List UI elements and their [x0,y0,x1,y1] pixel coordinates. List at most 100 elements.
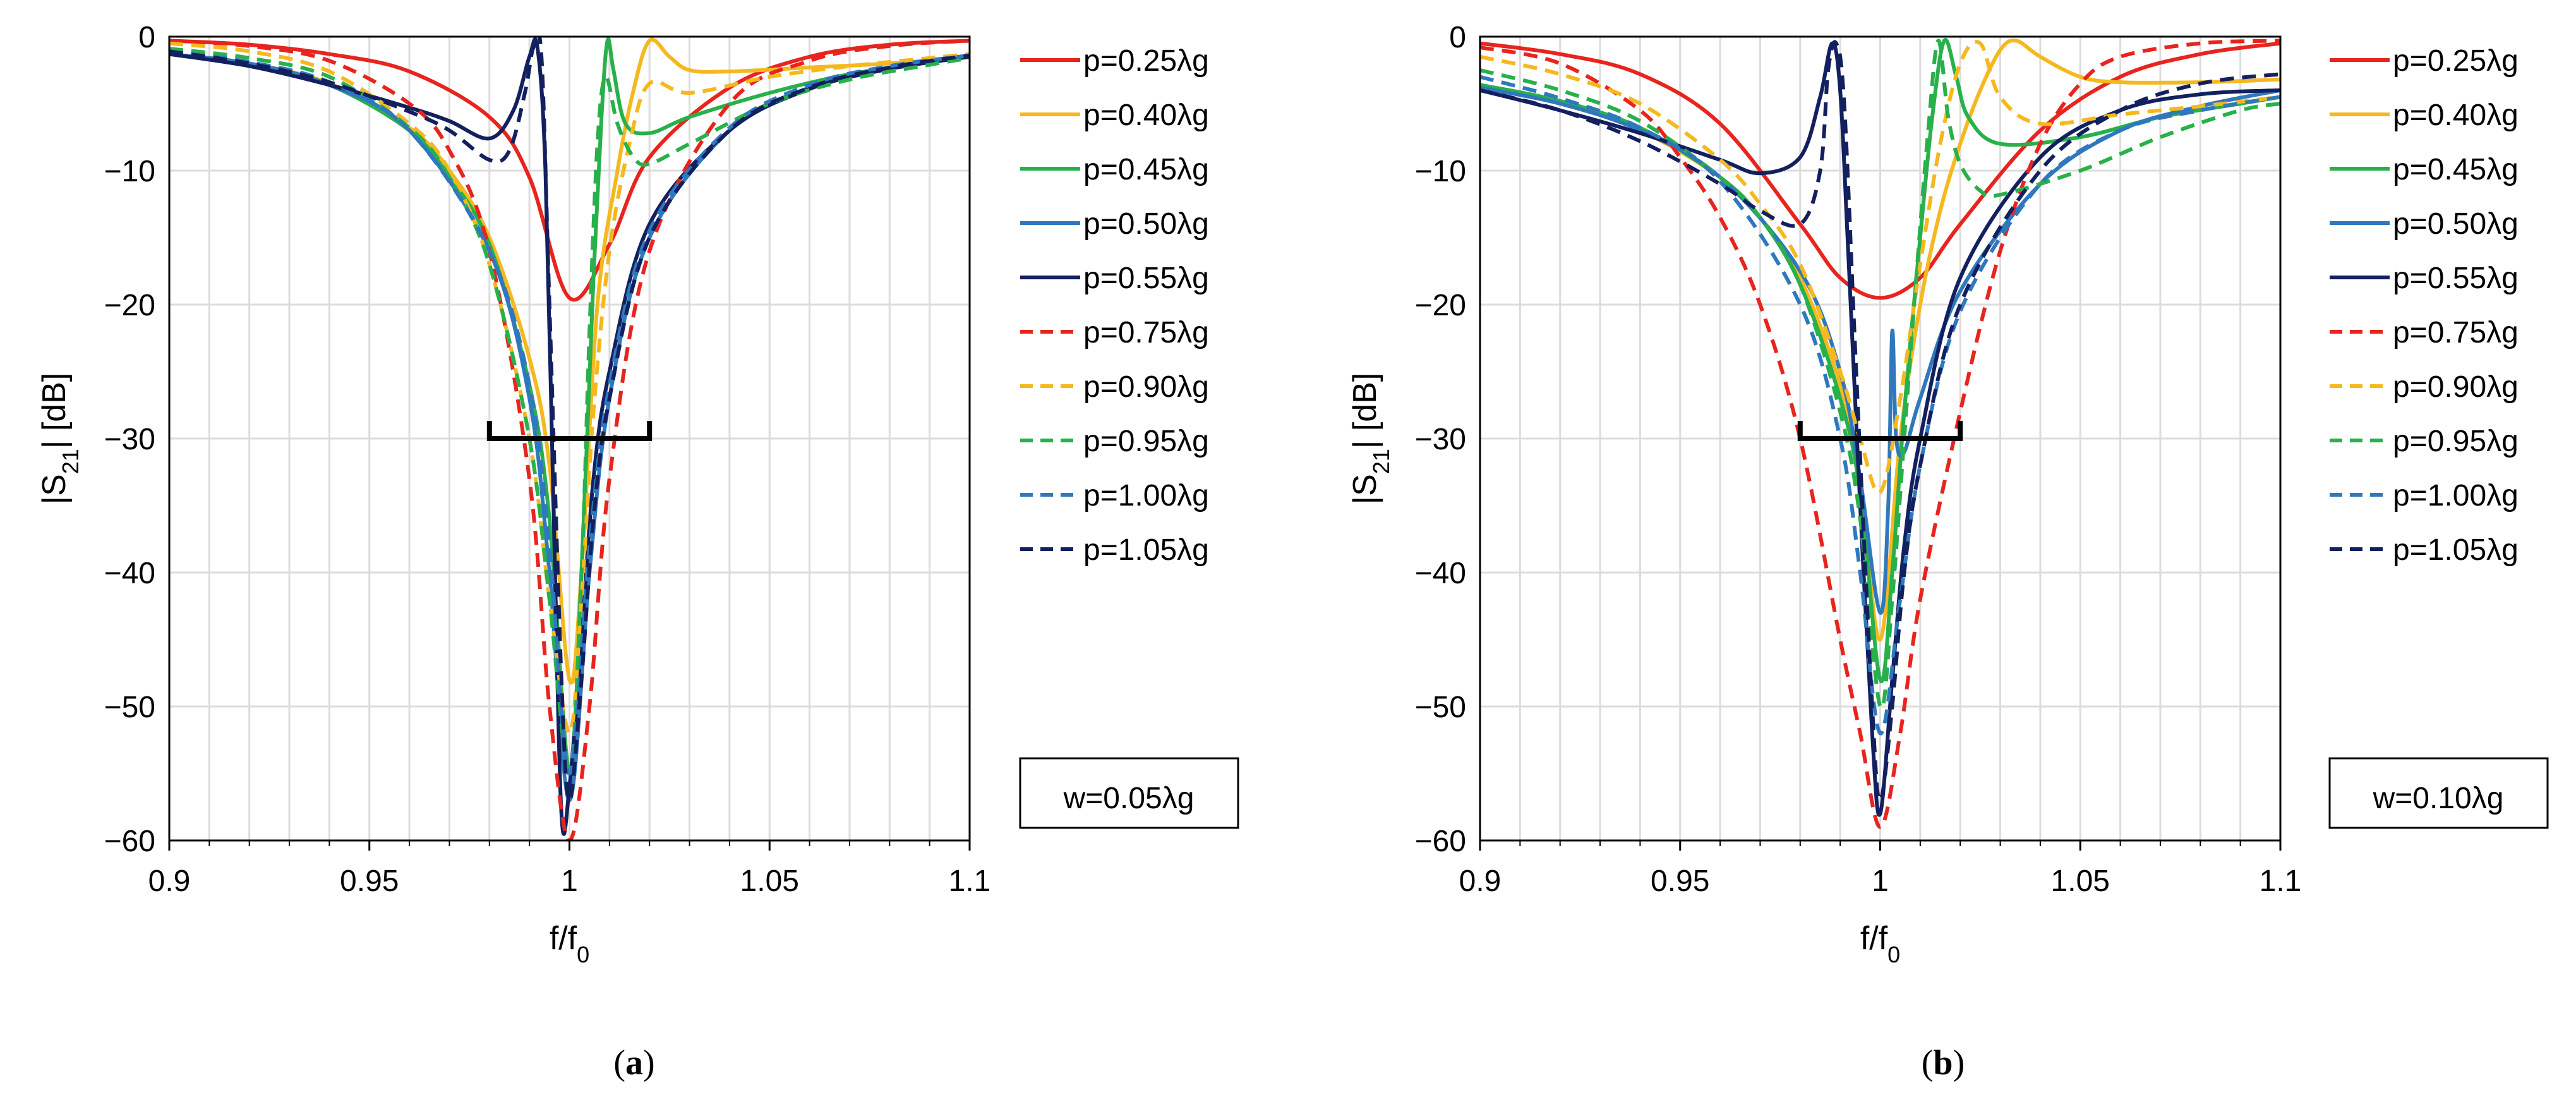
panel-a: 0.9 0.95 1 1.05 1.10−10−20−30−40−50−60 f/f0 … [36,21,1239,1083]
panel-a-caption: (a) [613,1043,654,1083]
y-tick-label: −60 [1415,825,1466,858]
panel-b-x-axis-label: f/f0 [1860,920,1900,967]
legend-label: p=0.50λg [2393,207,2519,241]
x-tick-label: 1 [1872,864,1889,898]
y-tick-label: −10 [1415,155,1466,188]
panel-a-x-axis-label: f/f0 [550,920,589,967]
legend-item: p=1.05λg [1020,533,1209,567]
legend-label: p=0.25λg [2393,44,2519,78]
legend-label: p=1.05λg [1083,533,1209,567]
series-line-p-0-90-g [1480,40,2280,495]
legend-label: p=0.25λg [1083,44,1209,78]
legend-label: p=1.05λg [2393,533,2519,567]
panel-b-y-axis-label: |S21| [dB] [1347,373,1394,505]
panel-b-ticks: 0.9 0.95 1 1.05 1.1 0 −10 −20 −30 −40 −50 −60 [1415,21,2302,898]
panel-b: 0.9 0.95 1 1.05 1.10−10−20−30−40−50−60 f/f0 … [1347,21,2549,1083]
panel-b-caption: (b) [1922,1043,1965,1083]
y-axis-label-main: |S [1347,474,1383,504]
annotation-text: w=0.10λg [2373,782,2504,815]
legend-label: p=0.75λg [2393,316,2519,349]
y-axis-label-sub: 21 [57,449,83,474]
annotation-text: w=0.05λg [1063,782,1195,815]
annotation-box [1019,757,1239,829]
x-axis-label-main: f/f [1860,920,1888,957]
legend-item: p=0.40λg [1020,99,1209,132]
legend-label: p=1.00λg [1083,479,1209,513]
y-tick-label: −60 [104,825,155,858]
y-axis-label-main: |S [36,474,73,504]
y-tick-label: −30 [104,423,155,456]
series-line-p-0-90-g [169,41,970,736]
x-tick-label: 0.9 [148,864,191,898]
y-tick-label: −40 [104,557,155,590]
legend-item: p=0.25λg [1020,44,1209,78]
legend-item: p=0.95λg [2330,425,2519,458]
x-tick-label: 1.1 [2260,864,2302,898]
series-line-p-1-05-g [169,37,970,803]
legend-item: p=0.90λg [1020,370,1209,404]
series-line-p-0-95-g [169,47,970,776]
series-line-p-1-00-g [1480,75,2280,736]
x-axis-label-sub: 0 [577,942,589,967]
caption-open-paren: ( [1922,1043,1934,1083]
panel-b-annotation: w=0.10λg [2328,757,2549,829]
y-tick-label: −50 [104,691,155,724]
legend-label: p=0.95λg [2393,425,2519,458]
legend-item: p=0.55λg [2330,262,2519,295]
panel-b-legend: p=0.25λg p=0.40λg p=0.45λg p=0.50λg p=0.55λg… [2330,44,2519,567]
legend-item: p=0.45λg [1020,153,1209,186]
panel-a-series [169,37,970,840]
legend-item: p=0.50λg [2330,207,2519,241]
legend-label: p=0.55λg [2393,262,2519,295]
x-tick-label: 1.1 [949,864,991,898]
y-tick-label: −20 [104,289,155,322]
series-line-p-0-75-g [1480,39,2280,829]
panel-a-legend: p=0.25λg p=0.40λg p=0.45λg p=0.50λg p=0.55λg… [1020,44,1209,567]
legend-item: p=0.45λg [2330,153,2519,186]
caption-letter: b [1933,1043,1953,1083]
y-tick-label: −30 [1415,423,1466,456]
legend-label: p=0.40λg [2393,99,2519,132]
legend-item: p=0.25λg [2330,44,2519,78]
legend-label: p=0.50λg [1083,207,1209,241]
legend-label: p=0.45λg [1083,153,1209,186]
x-axis-label-sub: 0 [1887,942,1900,967]
y-axis-label-unit: | [dB] [36,373,73,449]
legend-label: p=0.55λg [1083,262,1209,295]
legend-item: p=1.00λg [2330,479,2519,513]
legend-label: p=1.00λg [2393,479,2519,513]
x-tick-label: 1.05 [2051,864,2110,898]
panel-a-bracket [486,421,653,441]
panel-b-bracket [1797,421,1963,441]
y-axis-label-unit: | [dB] [1347,373,1383,449]
caption-close-paren: ) [643,1043,655,1083]
legend-item: p=0.90λg [2330,370,2519,404]
y-tick-label: 0 [138,21,155,54]
series-line-p-0-25-g [1480,41,2280,300]
legend-item: p=1.00λg [1020,479,1209,513]
series-line-p-1-00-g [169,49,970,775]
legend-label: p=0.90λg [1083,370,1209,404]
legend-item: p=0.40λg [2330,99,2519,132]
legend-label: p=0.45λg [2393,153,2519,186]
caption-letter: a [625,1043,643,1083]
series-line-p-0-25-g [169,39,970,302]
legend-label: p=0.75λg [1083,316,1209,349]
x-tick-label: 1.05 [740,864,799,898]
caption-close-paren: ) [1953,1043,1965,1083]
legend-item: p=1.05λg [2330,533,2519,567]
y-tick-label: −50 [1415,691,1466,724]
legend-item: p=0.55λg [1020,262,1209,295]
legend-label: p=0.40λg [1083,99,1209,132]
x-tick-label: 0.9 [1459,864,1502,898]
caption-open-paren: ( [613,1043,625,1083]
annotation-box [2328,757,2549,829]
y-tick-label: −40 [1415,557,1466,590]
y-tick-label: 0 [1449,21,1466,54]
y-axis-label-sub: 21 [1368,449,1394,474]
panel-a-grid [169,35,970,842]
panel-a-annotation: w=0.05λg [1019,757,1239,829]
legend-label: p=0.90λg [2393,370,2519,404]
